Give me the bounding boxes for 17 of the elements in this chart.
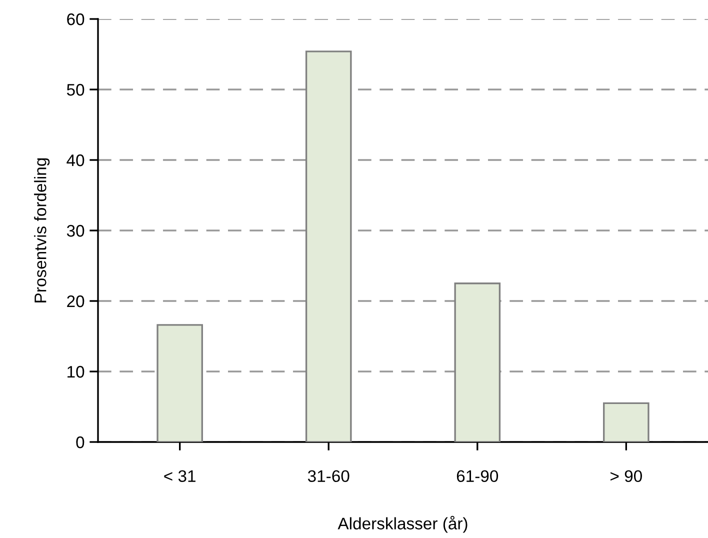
y-tick-label: 0 <box>76 436 84 448</box>
x-axis-title: Aldersklasser (år) <box>338 516 468 533</box>
y-tick-label: 60 <box>67 13 84 26</box>
y-tick-label: 30 <box>66 224 84 237</box>
y-axis-title: Prosentvis fordeling <box>34 158 50 302</box>
x-tick-label: > 90 <box>610 470 642 482</box>
x-tick-label: 31-60 <box>308 470 350 482</box>
x-tick-label: 61-90 <box>456 470 498 482</box>
bar <box>156 324 203 442</box>
y-tick-label: 20 <box>67 295 84 308</box>
y-tick-label: 40 <box>66 154 84 166</box>
bar <box>603 402 650 442</box>
bar <box>305 50 352 442</box>
bar <box>454 282 501 442</box>
x-tick-label: < 31 <box>164 470 196 482</box>
y-tick-label: 10 <box>68 366 84 378</box>
y-tick-label: 50 <box>66 84 84 96</box>
